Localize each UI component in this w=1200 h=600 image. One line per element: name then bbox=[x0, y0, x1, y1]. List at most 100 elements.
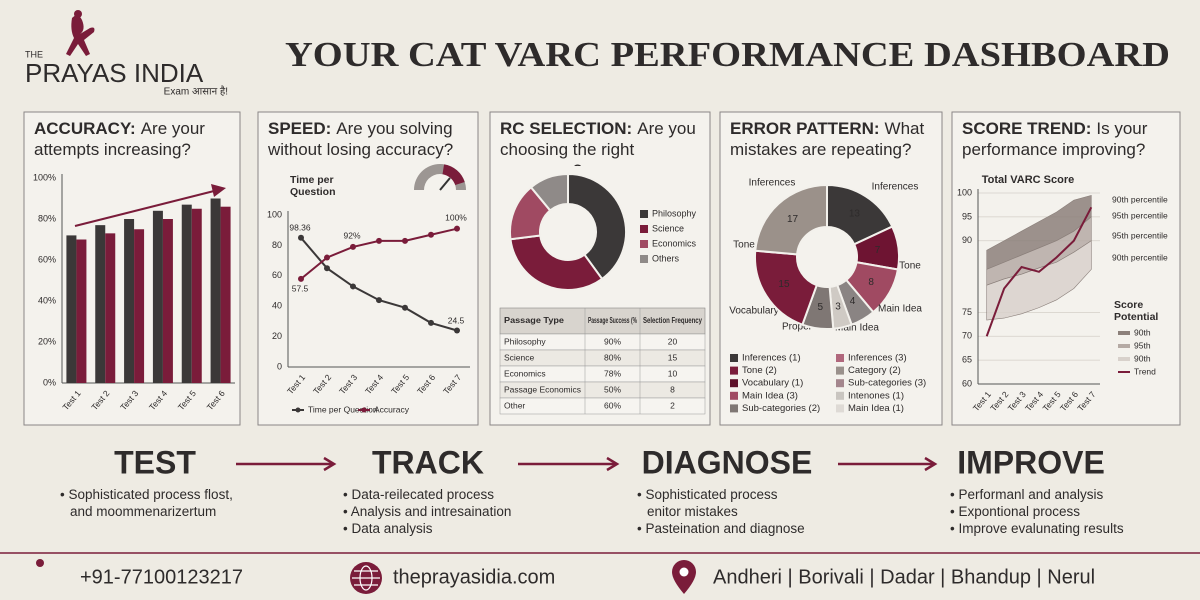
panel-heading: SPEED: Are you solving without losing acc… bbox=[268, 118, 474, 160]
y-tick-label: 80% bbox=[38, 213, 56, 223]
table-cell: Passage Economics bbox=[504, 384, 581, 394]
bar bbox=[191, 208, 202, 383]
bullet-text: Performanl and analysis bbox=[958, 487, 1104, 502]
legend-swatch bbox=[730, 404, 738, 413]
panel-heading-box: SPEED: Are you solving without losing acc… bbox=[268, 118, 474, 160]
point bbox=[454, 225, 460, 232]
legend-label: Others bbox=[652, 253, 680, 263]
step-bullets: Sophisticated process enitor mistakes Past… bbox=[637, 486, 877, 537]
step-title: TEST bbox=[114, 444, 196, 480]
bullet-text: Expontional process bbox=[958, 504, 1081, 519]
y-tick-label: 100 bbox=[957, 187, 972, 197]
legend-swatch bbox=[836, 379, 844, 388]
pie-slice bbox=[567, 172, 627, 281]
table-cell: Economics bbox=[504, 368, 546, 378]
logo-tagline: Exam आसान है! bbox=[164, 86, 228, 98]
legend-label: Category (2) bbox=[848, 365, 901, 376]
logo-text: PRAYAS INDIA bbox=[25, 58, 204, 88]
panel-subtitle: Are you solving without losing accuracy? bbox=[268, 119, 454, 159]
legend-swatch bbox=[640, 255, 648, 263]
gauge-icon-red bbox=[442, 164, 465, 186]
legend-label: Economics bbox=[652, 238, 697, 248]
pie-slice bbox=[754, 183, 828, 256]
y-tick-label: 100% bbox=[33, 172, 56, 182]
point bbox=[402, 304, 408, 311]
arrow-head bbox=[606, 456, 620, 472]
slice-label: Tone bbox=[899, 261, 921, 272]
legend-label: Time per Question bbox=[308, 404, 378, 414]
panel-subtitle: Is your performance improving? bbox=[962, 119, 1148, 159]
annotation: 24.5 bbox=[448, 315, 465, 325]
slice-value: 5 bbox=[818, 302, 824, 313]
legend-swatch bbox=[640, 210, 648, 218]
bar bbox=[124, 219, 135, 383]
legend-swatch bbox=[730, 366, 738, 375]
step-bullets-box: Data-reilecated process Analysis and intr… bbox=[343, 486, 583, 548]
y-tick-label: 0% bbox=[43, 377, 56, 387]
footer-website[interactable]: theprayasidia.com bbox=[393, 566, 555, 588]
point bbox=[402, 237, 408, 244]
legend-label: Inferences (3) bbox=[848, 353, 907, 364]
bullet-text: Sophisticated process flost, bbox=[68, 487, 233, 502]
table-cell: 10 bbox=[668, 368, 678, 378]
logo-top: THE bbox=[25, 49, 43, 59]
table-header: Selection Frequency bbox=[643, 316, 702, 325]
panel-heading: SCORE TREND: Is your performance improvin… bbox=[962, 118, 1176, 160]
bullet: Improve evalunating results bbox=[950, 520, 1190, 537]
panel-heading-box: ERROR PATTERN: What mistakes are repeatin… bbox=[730, 119, 924, 159]
bullet: Data-reilecated process bbox=[343, 486, 583, 503]
step-bullets-box: Performanl and analysis Expontional proce… bbox=[950, 486, 1190, 548]
legend-label: Science bbox=[652, 223, 684, 233]
panel-heading: ACCURACY: Are your attempts increasing? bbox=[34, 118, 236, 160]
table-cell: 50% bbox=[604, 384, 621, 394]
bullet-text: Pasteination and diagnose bbox=[645, 521, 805, 536]
panel-subtitle: Are you choosing the right passages? bbox=[500, 119, 696, 166]
step-arrows bbox=[236, 456, 938, 472]
step-title: TRACK bbox=[372, 444, 484, 480]
slice-value: 17 bbox=[787, 214, 799, 225]
point bbox=[324, 265, 330, 272]
legend-swatch bbox=[730, 391, 738, 400]
step-bullets-box: Sophisticated process flost, and moommena… bbox=[60, 486, 300, 548]
legend-swatch bbox=[640, 225, 648, 233]
step-title: IMPROVE bbox=[957, 444, 1105, 480]
slice-value: 7 bbox=[875, 245, 881, 256]
table-cell: 60% bbox=[604, 400, 621, 410]
table-cell: 2 bbox=[670, 400, 675, 410]
bullet: Performanl and analysis bbox=[950, 486, 1190, 503]
slice-label: Inferences bbox=[872, 182, 919, 193]
table-cell: 20 bbox=[668, 336, 678, 346]
logo-icon bbox=[66, 15, 95, 56]
pie-slice bbox=[529, 172, 569, 212]
table-cell: Philosophy bbox=[504, 336, 546, 346]
bar bbox=[66, 235, 77, 383]
panel-title: SCORE TREND: bbox=[962, 119, 1092, 138]
footer-dot bbox=[36, 559, 44, 567]
slice-value: 15 bbox=[778, 279, 790, 290]
bullet-text: Sophisticated process bbox=[645, 487, 778, 502]
table-cell: 15 bbox=[668, 352, 678, 362]
y-tick-label: 20% bbox=[38, 336, 56, 346]
point bbox=[454, 327, 460, 334]
legend-label: 90th bbox=[1134, 327, 1151, 337]
table-header: Passage Type bbox=[504, 316, 565, 325]
pie-slice bbox=[509, 234, 604, 291]
trend-arrow-head bbox=[211, 184, 226, 197]
legend-swatch bbox=[730, 354, 738, 362]
globe-lines bbox=[352, 565, 380, 591]
y-tick-label: 65 bbox=[962, 355, 972, 365]
logo-icon-head bbox=[74, 10, 82, 18]
annotation: 92% bbox=[343, 230, 360, 240]
y-tick-label: 60 bbox=[272, 270, 282, 280]
y-tick-label: 100 bbox=[267, 209, 282, 219]
panel-heading: RC SELECTION: Are you choosing the right … bbox=[500, 118, 706, 166]
legend-label: Sub-categories (2) bbox=[742, 403, 820, 414]
bar bbox=[181, 204, 192, 383]
panel-heading-box: RC SELECTION: Are you choosing the right … bbox=[500, 118, 706, 166]
table-cell: 8 bbox=[670, 384, 675, 394]
slice-value: 13 bbox=[849, 209, 861, 220]
legend-label: Philosophy bbox=[652, 208, 697, 218]
legend-swatch bbox=[730, 379, 738, 388]
table-header: Passage Success (% bbox=[588, 316, 637, 325]
slice-label: Vocabulary bbox=[729, 306, 778, 317]
